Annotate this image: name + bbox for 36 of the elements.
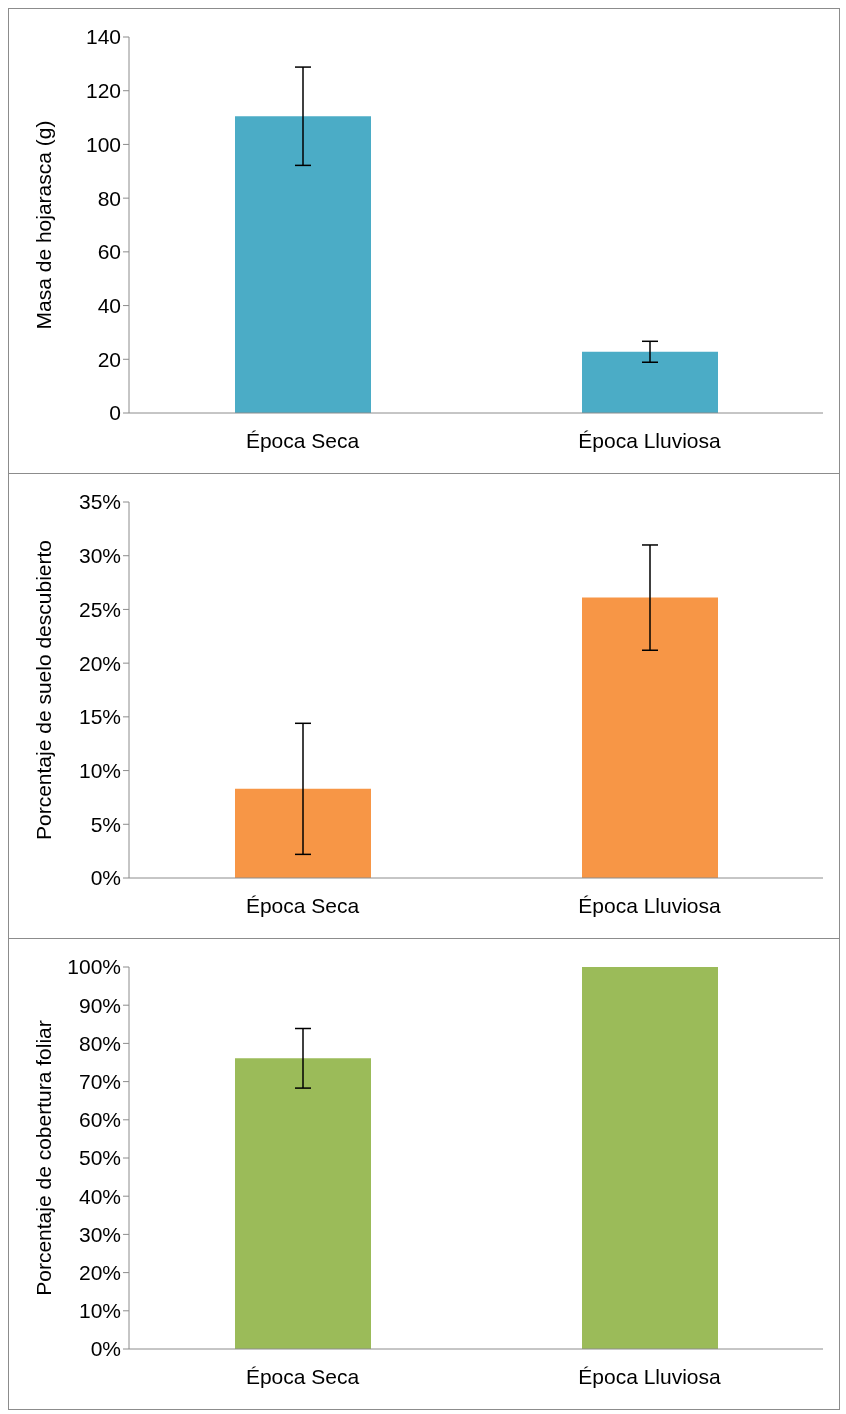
y-tick-label: 10% (78, 1299, 121, 1323)
y-tick-label: 35% (78, 490, 121, 514)
y-tick-label: 5% (90, 812, 121, 836)
y-tick-label: 90% (78, 993, 121, 1017)
y-tick-label: 100 (85, 132, 121, 156)
y-tick-label: 50% (78, 1146, 121, 1170)
y-tick-label: 10% (78, 759, 121, 783)
y-tick-label: 15% (78, 705, 121, 729)
y-tick-label: 60% (78, 1108, 121, 1132)
y-axis-title: Porcentaje de cobertura foliar (32, 1020, 56, 1296)
x-tick-label: Época Lluviosa (578, 1364, 722, 1388)
y-tick-label: 40% (78, 1184, 121, 1208)
y-axis-title: Porcentaje de suelo descubierto (32, 539, 56, 841)
y-tick-label: 20% (78, 651, 121, 675)
x-tick-label: Época Seca (245, 893, 360, 917)
y-tick-label: 0% (90, 1337, 121, 1361)
y-tick-label: 100% (67, 955, 121, 979)
x-tick-label: Época Lluviosa (578, 893, 722, 917)
y-tick-label: 40 (97, 294, 121, 318)
y-tick-label: 60 (97, 240, 121, 264)
y-tick-label: 0 (109, 401, 121, 425)
x-tick-label: Época Seca (245, 428, 360, 452)
y-tick-label: 140 (85, 25, 121, 49)
y-tick-label: 30% (78, 1222, 121, 1246)
y-tick-label: 25% (78, 597, 121, 621)
y-tick-label: 20% (78, 1261, 121, 1285)
y-tick-label: 120 (85, 79, 121, 103)
y-tick-label: 0% (90, 866, 121, 890)
y-tick-label: 30% (78, 544, 121, 568)
y-tick-label: 70% (78, 1070, 121, 1094)
y-axis-title: Masa de hojarasca (g) (32, 120, 56, 330)
y-tick-label: 80% (78, 1031, 121, 1055)
x-tick-label: Época Lluviosa (578, 428, 722, 452)
y-tick-label: 20 (97, 347, 121, 371)
y-tick-label: 80 (97, 186, 121, 210)
x-tick-label: Época Seca (245, 1364, 360, 1388)
